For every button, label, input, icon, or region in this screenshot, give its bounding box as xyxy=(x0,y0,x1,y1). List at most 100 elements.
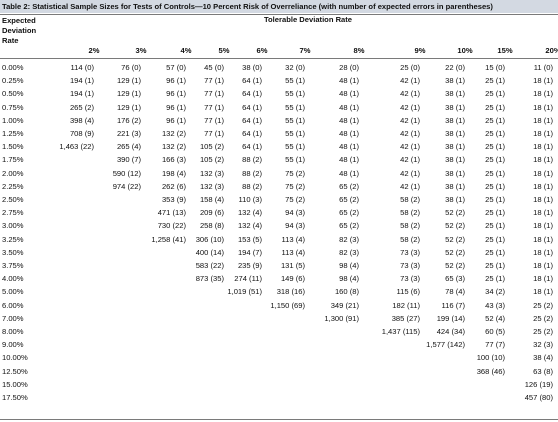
sample-size-cell: 129 (1) xyxy=(116,89,141,99)
sample-size-cell: 73 (3) xyxy=(400,261,420,270)
sample-size-cell: 48 (1) xyxy=(339,168,359,178)
sample-size-cell: 583 (22) xyxy=(195,261,224,270)
expected-deviation-rate: 17.50% xyxy=(2,393,28,402)
sample-size-cell: 18 (1) xyxy=(533,181,553,191)
sample-size-cell: 194 (7) xyxy=(237,247,262,257)
column-header: 3% xyxy=(135,46,147,55)
expected-deviation-rate: 7.00% xyxy=(2,313,24,323)
sample-size-cell: 77 (1) xyxy=(204,102,224,112)
sample-size-cell: 48 (1) xyxy=(339,142,359,152)
sample-size-cell: 94 (3) xyxy=(285,208,305,218)
sample-size-cell: 1,577 (142) xyxy=(426,340,465,350)
expected-deviation-rate: 12.50% xyxy=(2,366,28,376)
sample-size-cell: 22 (0) xyxy=(445,63,465,72)
sample-size-cell: 42 (1) xyxy=(400,142,420,152)
sample-size-cell: 25 (1) xyxy=(485,129,505,138)
sample-size-cell: 42 (1) xyxy=(400,168,420,178)
sample-size-cell: 349 (21) xyxy=(330,300,359,310)
sample-size-cell: 1,019 (51) xyxy=(227,287,262,297)
sample-size-cell: 73 (3) xyxy=(400,274,420,284)
sample-size-cell: 38 (1) xyxy=(445,89,465,99)
header-rule xyxy=(0,58,558,59)
sample-size-cell: 65 (2) xyxy=(339,208,359,218)
sample-size-cell: 73 (3) xyxy=(400,247,420,257)
sample-size-cell: 176 (2) xyxy=(116,115,141,125)
sample-size-cell: 65 (2) xyxy=(339,181,359,191)
sample-size-cell: 1,300 (91) xyxy=(324,313,359,323)
expected-deviation-rate: 2.50% xyxy=(2,195,24,204)
sample-size-cell: 64 (1) xyxy=(242,142,262,152)
sample-size-cell: 132 (4) xyxy=(237,221,262,231)
sample-size-cell: 18 (1) xyxy=(533,155,553,165)
sample-size-cell: 194 (1) xyxy=(69,76,94,86)
sample-size-cell: 75 (2) xyxy=(285,168,305,178)
sample-size-cell: 132 (3) xyxy=(199,181,224,191)
sample-size-cell: 55 (1) xyxy=(285,129,305,138)
sample-size-cell: 265 (4) xyxy=(116,142,141,152)
sample-size-cell: 64 (1) xyxy=(242,115,262,125)
sample-size-cell: 974 (22) xyxy=(112,181,141,191)
sample-size-cell: 160 (8) xyxy=(334,287,359,297)
row-header-line: Rate xyxy=(2,36,19,45)
sample-size-cell: 52 (2) xyxy=(445,208,465,218)
sample-size-cell: 38 (1) xyxy=(445,142,465,152)
expected-deviation-rate: 2.00% xyxy=(2,168,24,178)
sample-size-cell: 400 (14) xyxy=(195,247,224,257)
sample-size-cell: 52 (2) xyxy=(445,261,465,270)
sample-size-cell: 25 (0) xyxy=(400,63,420,72)
sample-size-cell: 75 (2) xyxy=(285,181,305,191)
sample-size-cell: 65 (2) xyxy=(339,195,359,204)
column-header: 15% xyxy=(497,46,513,55)
sample-size-cell: 18 (1) xyxy=(533,89,553,99)
sample-size-cell: 25 (1) xyxy=(485,142,505,152)
sample-size-cell: 209 (6) xyxy=(199,208,224,218)
sample-size-cell: 78 (4) xyxy=(445,287,465,297)
sample-size-cell: 77 (1) xyxy=(204,89,224,99)
sample-size-cell: 18 (1) xyxy=(533,247,553,257)
sample-size-cell: 57 (0) xyxy=(166,63,186,72)
expected-deviation-rate: 1.00% xyxy=(2,115,24,125)
expected-deviation-rate: 3.00% xyxy=(2,221,24,231)
sample-size-cell: 48 (1) xyxy=(339,129,359,138)
sample-size-cell: 18 (1) xyxy=(533,115,553,125)
sample-size-cell: 274 (11) xyxy=(234,274,262,284)
sample-size-cell: 77 (1) xyxy=(204,76,224,86)
sample-size-cell: 25 (1) xyxy=(485,89,505,99)
table-title: Table 2: Statistical Sample Sizes for Te… xyxy=(0,0,558,13)
sample-size-cell: 75 (2) xyxy=(285,195,305,204)
tolerable-deviation-rate-header: Tolerable Deviation Rate xyxy=(263,15,353,24)
sample-size-cell: 42 (1) xyxy=(400,129,420,138)
sample-size-cell: 199 (14) xyxy=(436,313,465,323)
bottom-rule xyxy=(0,419,558,420)
sample-size-cell: 114 (0) xyxy=(70,63,95,72)
sample-size-cell: 590 (12) xyxy=(112,168,141,178)
sample-size-cell: 96 (1) xyxy=(166,76,186,86)
sample-size-cell: 42 (1) xyxy=(400,102,420,112)
sample-size-cell: 25 (1) xyxy=(485,155,505,165)
sample-size-cell: 18 (1) xyxy=(533,234,553,244)
sample-size-cell: 58 (2) xyxy=(400,208,420,218)
sample-size-cell: 265 (2) xyxy=(69,102,94,112)
sample-size-cell: 55 (1) xyxy=(285,142,305,152)
sample-size-cell: 48 (1) xyxy=(339,155,359,165)
sample-size-cell: 105 (2) xyxy=(199,155,224,165)
sample-size-cell: 18 (1) xyxy=(533,274,553,284)
sample-size-cell: 88 (2) xyxy=(242,181,262,191)
expected-deviation-rate: 8.00% xyxy=(2,327,24,336)
expected-deviation-rate: 0.00% xyxy=(2,63,24,72)
expected-deviation-rate: 6.00% xyxy=(2,300,24,310)
sample-size-cell: 100 (10) xyxy=(476,353,505,363)
expected-deviation-rate: 15.00% xyxy=(2,379,28,389)
sample-size-cell: 18 (1) xyxy=(533,76,553,86)
sample-size-cell: 18 (1) xyxy=(533,261,553,270)
sample-size-cell: 385 (27) xyxy=(391,313,420,323)
expected-deviation-rate: 1.75% xyxy=(2,155,24,165)
sample-size-cell: 65 (2) xyxy=(339,221,359,231)
row-header: Expected Deviation Rate xyxy=(2,16,62,46)
sample-size-cell: 115 (6) xyxy=(396,287,421,297)
sample-size-cell: 42 (1) xyxy=(400,115,420,125)
sample-size-cell: 110 (3) xyxy=(238,195,263,204)
sample-size-cell: 42 (1) xyxy=(400,89,420,99)
sample-size-cell: 58 (2) xyxy=(400,234,420,244)
sample-size-cell: 38 (0) xyxy=(242,63,262,72)
